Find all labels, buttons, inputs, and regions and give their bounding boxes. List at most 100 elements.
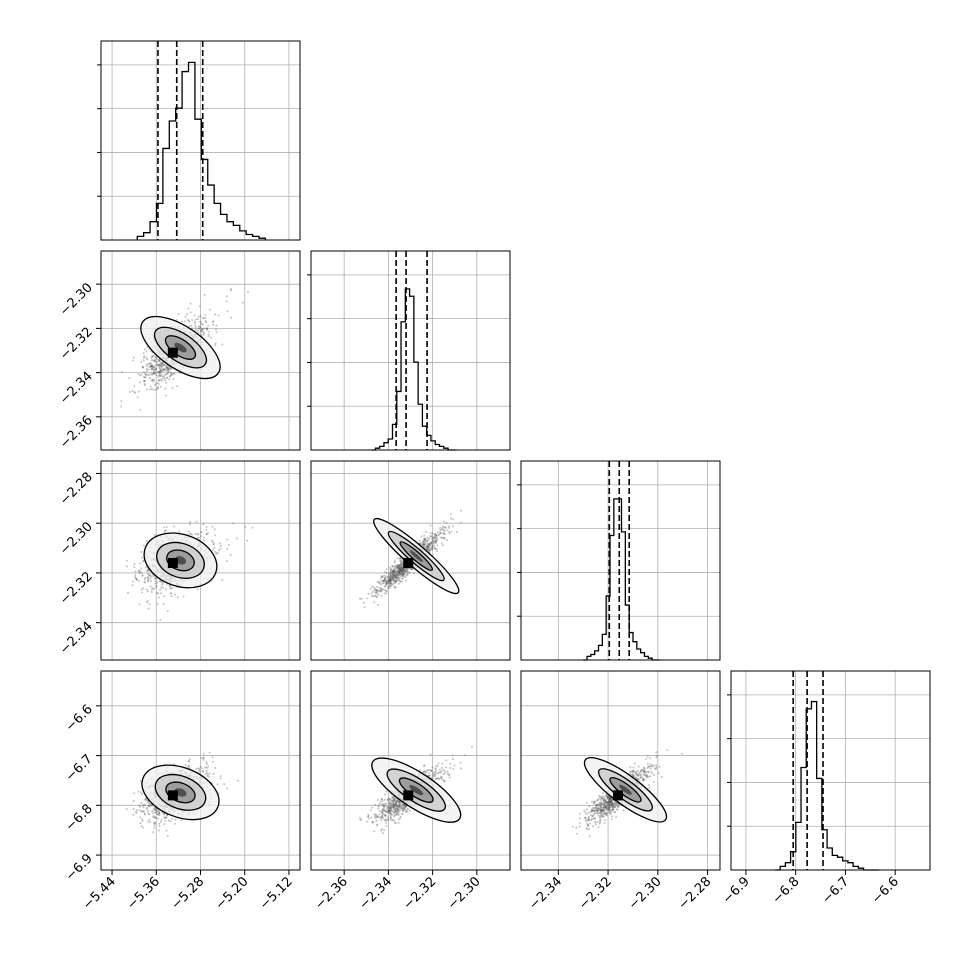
scatter-point (194, 533, 197, 536)
scatter-point (398, 573, 401, 576)
scatter-point (143, 380, 146, 383)
scatter-point (406, 573, 409, 576)
scatter-point (221, 343, 224, 346)
scatter-point (142, 810, 145, 813)
scatter-point (388, 578, 391, 581)
scatter-point (398, 570, 401, 573)
scatter-point (380, 819, 383, 822)
scatter-point (200, 531, 203, 534)
scatter-point (153, 369, 156, 372)
scatter-point (396, 574, 399, 577)
scatter-point (433, 532, 436, 535)
scatter-point (154, 364, 157, 367)
scatter-point (145, 367, 148, 370)
scatter-point (402, 568, 405, 571)
scatter-point (226, 547, 229, 550)
scatter-point (437, 534, 440, 537)
scatter-point (430, 535, 433, 538)
scatter-point (133, 391, 136, 394)
scatter-point (390, 805, 393, 808)
scatter-point (202, 770, 205, 773)
scatter-point (402, 568, 405, 571)
scatter-point (170, 373, 173, 376)
scatter-panel-2-0 (100, 460, 301, 661)
scatter-point (167, 369, 170, 372)
scatter-point (205, 760, 208, 763)
scatter-point (378, 589, 381, 592)
scatter-point (442, 525, 445, 528)
scatter-point (389, 579, 392, 582)
scatter-point (169, 375, 172, 378)
scatter-point (402, 567, 405, 570)
scatter-point (189, 302, 192, 305)
scatter-point (199, 531, 202, 534)
scatter-point (393, 570, 396, 573)
scatter-point (434, 537, 437, 540)
scatter-point (401, 580, 404, 583)
scatter-point (155, 374, 158, 377)
scatter-point (646, 762, 649, 765)
scatter-point (400, 567, 403, 570)
scatter-point (380, 816, 383, 819)
scatter-point (145, 356, 148, 359)
scatter-point (241, 301, 244, 304)
scatter-point (203, 327, 206, 330)
scatter-point (162, 362, 165, 365)
scatter-point (159, 367, 162, 370)
scatter-point (440, 531, 443, 534)
scatter-point (138, 571, 141, 574)
scatter-point (203, 293, 206, 296)
scatter-point (382, 832, 385, 835)
scatter-point (153, 358, 156, 361)
scatter-point (429, 524, 432, 527)
scatter-point (389, 572, 392, 575)
scatter-point (158, 370, 161, 373)
scatter-point (196, 533, 199, 536)
scatter-point (159, 378, 162, 381)
scatter-point (147, 368, 150, 371)
scatter-point (377, 581, 380, 584)
scatter-point (373, 830, 376, 833)
panel-frame (100, 40, 301, 241)
scatter-point (188, 319, 191, 322)
scatter-point (367, 592, 370, 595)
scatter-point (426, 545, 429, 548)
scatter-point (425, 531, 428, 534)
scatter-point (169, 587, 172, 590)
scatter-point (232, 522, 235, 525)
scatter-point (459, 767, 462, 770)
scatter-point (183, 320, 186, 323)
scatter-point (199, 535, 202, 538)
scatter-point (187, 307, 190, 310)
scatter-point (149, 364, 152, 367)
scatter-point (158, 359, 161, 362)
scatter-point (426, 545, 429, 548)
scatter-point (150, 365, 153, 368)
scatter-point (194, 326, 197, 329)
scatter-point (214, 344, 217, 347)
density-peak (403, 557, 414, 568)
scatter-point (652, 781, 655, 784)
scatter-point (157, 363, 160, 366)
scatter-point (131, 584, 134, 587)
scatter-point (211, 525, 214, 528)
scatter-point (398, 566, 401, 569)
scatter-point (150, 359, 153, 362)
scatter-point (387, 818, 390, 821)
scatter-point (133, 385, 136, 388)
scatter-point (221, 578, 224, 581)
scatter-point (388, 580, 391, 583)
scatter-point (150, 363, 153, 366)
scatter-point (390, 574, 393, 577)
scatter-point (396, 811, 399, 814)
scatter-point (155, 592, 158, 595)
scatter-point (433, 771, 436, 774)
scatter-point (392, 573, 395, 576)
scatter-point (433, 534, 436, 537)
scatter-point (427, 772, 430, 775)
scatter-point (399, 803, 402, 806)
scatter-point (212, 542, 215, 545)
scatter-point (158, 359, 161, 362)
scatter-point (376, 589, 379, 592)
scatter-point (143, 578, 146, 581)
